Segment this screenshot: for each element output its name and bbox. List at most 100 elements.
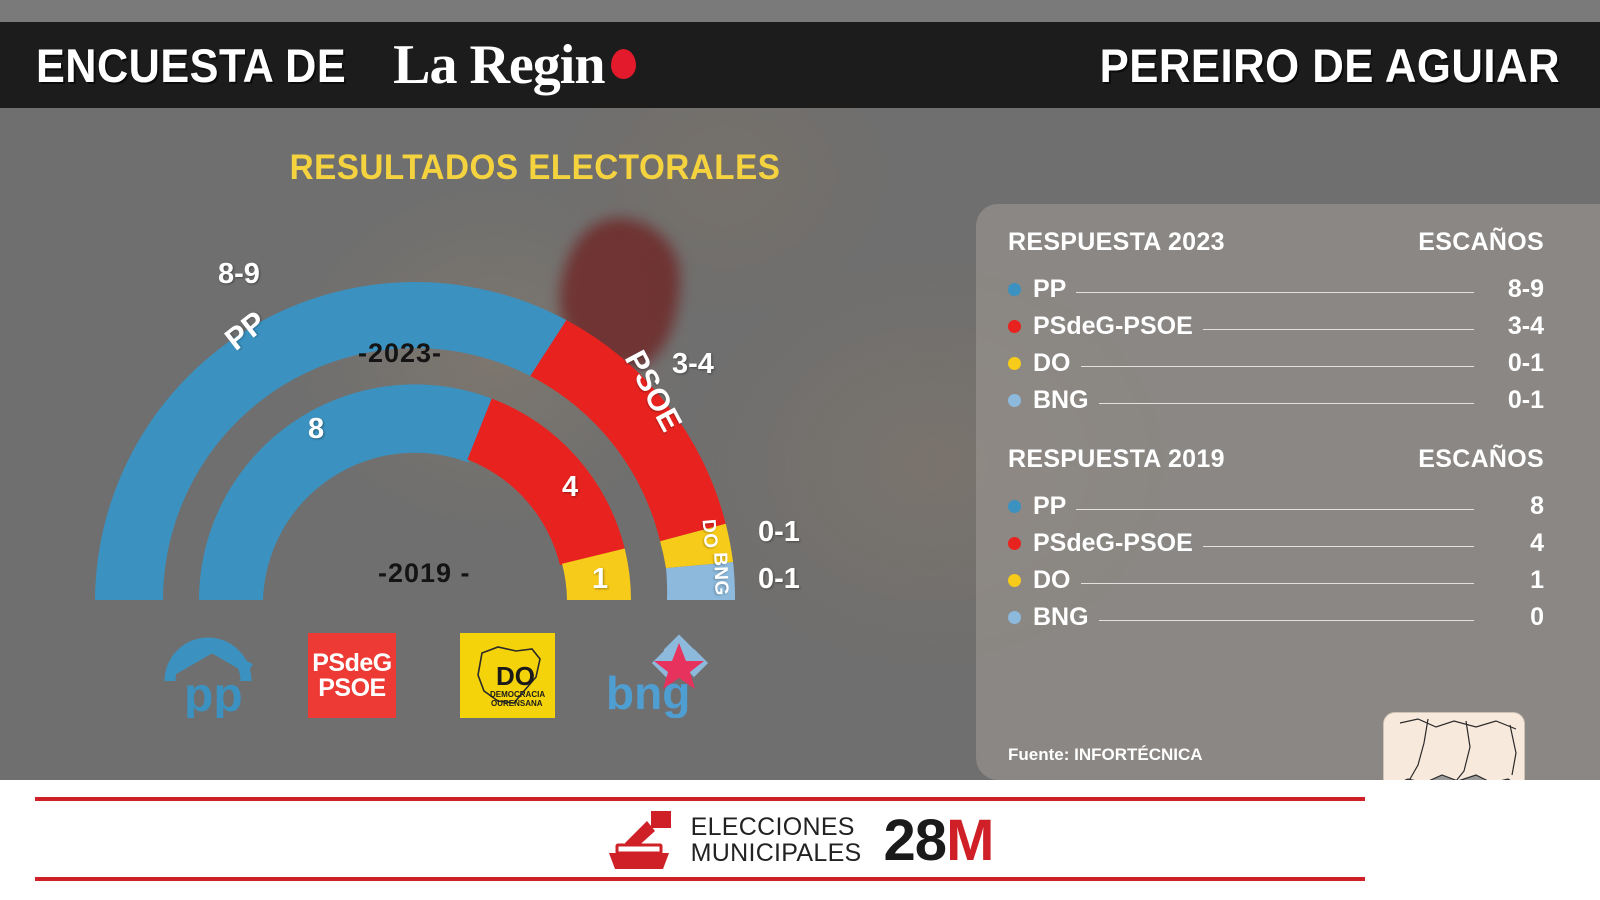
arc-segment-2023-psoe [530,320,726,542]
pp-logo: pp [160,633,270,722]
ballot-box-icon [607,809,677,871]
table-row: PP 8-9 [1008,271,1544,308]
results-panel-2019: RESPUESTA 2019 ESCAÑOS PP 8 PSdeG-PSOE [1008,445,1544,636]
party-color-dot-icon [1008,357,1021,370]
la-region-red-dot-icon [611,49,637,79]
ballot-box-svg [608,811,671,869]
footer-content: ELECCIONES MUNICIPALES 28M [0,780,1600,900]
arc-ring-2019 [199,384,631,600]
panel-seats-heading-2023: ESCAÑOS [1418,228,1544,256]
source-label: Fuente: INFORTÉCNICA [1008,745,1203,764]
footer-rule-bottom [35,877,1365,881]
party-seats: 4 [1530,529,1544,557]
header-bar: ENCUESTA DE La Regin PEREIRO DE AGUIAR [0,22,1600,108]
party-seats: 3-4 [1507,312,1544,340]
party-name: DO [1033,349,1071,377]
leader-line [1076,280,1474,293]
party-color-dot-icon [1008,537,1021,550]
footer-text-group: ELECCIONES MUNICIPALES [690,812,862,867]
results-rows-2019: PP 8 PSdeG-PSOE 4 DO 1 [1008,488,1544,636]
leader-line [1098,391,1474,404]
svg-text:pp: pp [184,669,243,718]
table-row: PSdeG-PSOE 4 [1008,525,1544,562]
footer-line1: ELECCIONES [690,812,855,841]
party-color-dot-icon [1008,611,1021,624]
arc-year-label-2023: -2023- [358,338,443,368]
panel-head-2019: RESPUESTA 2019 ESCAÑOS [1008,445,1544,474]
results-rows-2023: PP 8-9 PSdeG-PSOE 3-4 DO 0-1 [1008,271,1544,419]
psoe-logo: PSdeG PSOE [308,633,396,718]
arc-segment-2019-psoe [467,398,625,566]
bng-logo-svg: bng [606,634,709,719]
arc-year-label-2019: -2019 - [378,558,471,588]
party-color-dot-icon [1008,283,1021,296]
arc-label-pp-seats-2019: 8 [308,413,325,445]
party-color-dot-icon [1008,500,1021,513]
seat-arc-chart: 8-9 PP -2023- 3-4 PSOE DO 0-1 BNG 0-1 8 … [0,108,1000,668]
footer-date-letter: M [946,807,994,873]
leader-line [1080,354,1474,367]
arc-segment-2019-do [562,548,631,600]
la-region-logo: La Regin [393,33,637,97]
table-row: BNG 0-1 [1008,382,1544,419]
panel-heading-2019: RESPUESTA 2019 [1008,445,1225,473]
footer-bar: ELECCIONES MUNICIPALES 28M [0,780,1600,900]
leader-line [1080,571,1474,584]
party-seats: 0-1 [1507,386,1544,414]
arc-label-do-name-2023: DO [697,518,721,550]
party-seats: 8 [1530,492,1544,520]
party-name: PP [1033,492,1067,520]
arc-label-bng-name-2023: BNG [709,551,732,597]
main-stage: RESULTADOS ELECTORALES [0,108,1600,780]
table-row: PSdeG-PSOE 3-4 [1008,308,1544,345]
party-color-dot-icon [1008,320,1021,333]
party-name: PP [1033,275,1067,303]
arc-label-bng-seats-2023: 0-1 [758,563,800,595]
party-logos-row: pp PSdeG PSOE DO DEMOCRACIA OURENSANA bn… [160,633,709,723]
party-name: PSdeG-PSOE [1033,312,1193,340]
header-left-group: ENCUESTA DE La Regin [36,33,637,97]
do-logo-svg: DO DEMOCRACIA OURENSANA [477,646,545,708]
la-region-text-part1: La Regi [393,34,575,96]
footer-date-number: 28 [883,807,948,873]
table-row: DO 0-1 [1008,345,1544,382]
results-panel-2023: RESPUESTA 2023 ESCAÑOS PP 8-9 PSdeG-PSOE… [1008,228,1544,636]
header-survey-label: ENCUESTA DE [36,38,347,92]
bng-logo: bng [600,633,710,719]
results-panel: RESPUESTA 2023 ESCAÑOS PP 8-9 PSdeG-PSOE… [976,204,1600,780]
arc-label-do-seats-2019: 1 [592,563,609,595]
svg-text:OURENSANA: OURENSANA [491,699,543,708]
leader-line [1202,317,1474,330]
leader-line [1202,534,1474,547]
party-name: BNG [1033,603,1089,631]
arc-ring-2023 [95,282,736,600]
footer-rule-top [35,797,1365,801]
arc-segment-2023-bng [666,562,736,600]
la-region-text-part2: n [574,34,605,96]
table-row: DO 1 [1008,562,1544,599]
leader-line [1076,497,1474,510]
party-name: BNG [1033,386,1089,414]
party-name: DO [1033,566,1071,594]
party-color-dot-icon [1008,394,1021,407]
arc-label-pp-seats-2023: 8-9 [218,258,260,290]
leader-line [1098,608,1474,621]
table-row: BNG 0 [1008,599,1544,636]
party-seats: 1 [1530,566,1544,594]
svg-text:DO: DO [496,661,535,691]
pp-logo-svg: pp [164,637,253,722]
party-color-dot-icon [1008,574,1021,587]
table-row: PP 8 [1008,488,1544,525]
top-strip [0,0,1600,22]
arc-label-psoe-seats-2023: 3-4 [672,348,714,380]
party-seats: 0 [1530,603,1544,631]
do-logo: DO DEMOCRACIA OURENSANA [460,633,555,718]
footer-line2: MUNICIPALES [690,839,862,867]
panel-head-2023: RESPUESTA 2023 ESCAÑOS [1008,228,1544,257]
arc-label-psoe-seats-2019: 4 [562,471,579,503]
party-seats: 8-9 [1507,275,1544,303]
municipality-title: PEREIRO DE AGUIAR [1099,38,1560,92]
arc-label-do-seats-2023: 0-1 [758,516,800,548]
arc-chart-svg [95,282,736,600]
svg-text:bng: bng [606,667,690,718]
